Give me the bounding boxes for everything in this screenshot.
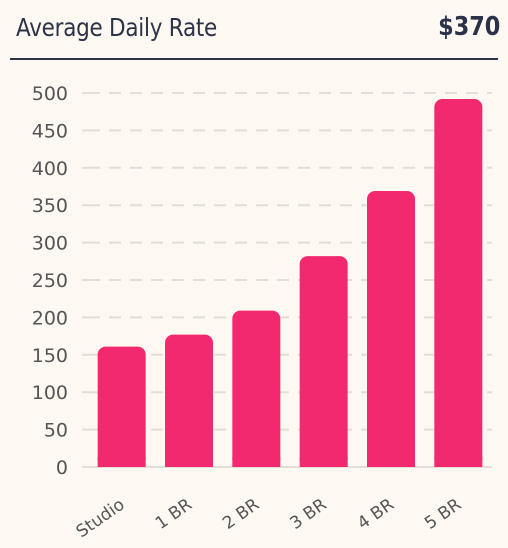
y-tick-label: 250 xyxy=(32,270,68,292)
x-tick-label: 4 BR xyxy=(354,495,398,534)
grid-lines xyxy=(88,92,492,431)
headline-value: $370 xyxy=(437,12,500,42)
y-tick-label: 100 xyxy=(32,382,68,404)
x-tick-label: 3 BR xyxy=(287,495,331,534)
y-tick-label: 500 xyxy=(32,83,68,105)
bar-series xyxy=(97,98,483,467)
x-tick-label: 2 BR xyxy=(219,495,263,534)
y-tick-label: 450 xyxy=(32,120,68,142)
header-divider xyxy=(10,58,498,60)
x-tick-label: Studio xyxy=(73,495,129,542)
bar-base xyxy=(97,457,146,467)
bar-1-br xyxy=(165,334,213,467)
bar-4-br xyxy=(367,190,415,467)
bar-3-br xyxy=(299,256,348,467)
bar-base xyxy=(367,457,415,467)
y-tick-label: 350 xyxy=(32,195,68,217)
y-axis-ticks: 0 50 100 150 200 250 300 350 400 450 500 xyxy=(32,83,88,479)
y-tick-label: 400 xyxy=(32,158,68,180)
chart-header: Average Daily Rate $370 xyxy=(0,0,508,58)
chart-title: Average Daily Rate xyxy=(16,13,218,42)
bar-base xyxy=(165,457,213,467)
x-axis-labels: Studio 1 BR 2 BR 3 BR 4 BR 5 BR xyxy=(73,495,466,543)
y-tick-label: 50 xyxy=(44,420,68,442)
x-tick-label: 5 BR xyxy=(421,495,465,534)
bar-studio xyxy=(97,346,146,467)
y-tick-label: 0 xyxy=(56,457,68,479)
x-tick-label: 1 BR xyxy=(152,495,196,534)
bar-2-br xyxy=(232,310,281,467)
bar-base xyxy=(434,457,483,467)
y-tick-label: 200 xyxy=(32,307,68,329)
bar-base xyxy=(299,457,348,467)
y-tick-label: 300 xyxy=(32,233,68,255)
bar-base xyxy=(232,457,281,467)
y-tick-label: 150 xyxy=(32,345,68,367)
bar-5-br xyxy=(434,98,483,467)
